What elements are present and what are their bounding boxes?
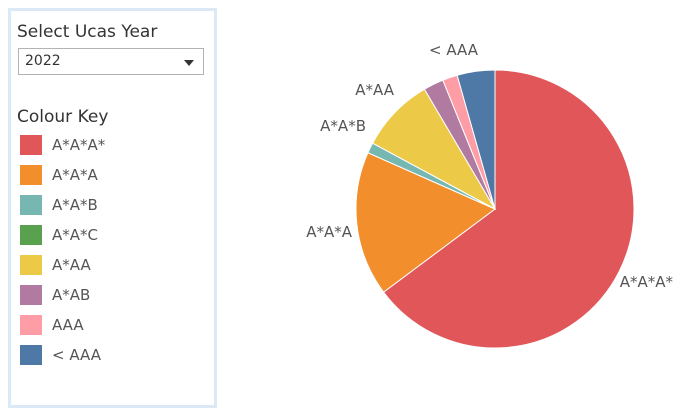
- legend-swatch: [20, 195, 42, 215]
- slice-label: A*A*A*: [620, 273, 674, 291]
- legend-label: A*A*A*: [52, 136, 106, 154]
- legend-swatch: [20, 135, 42, 155]
- slice-label: < AAA: [429, 41, 479, 59]
- legend-label: < AAA: [52, 346, 101, 364]
- slice-label: A*AA: [355, 81, 394, 99]
- pie-slice[interactable]: [456, 69, 496, 210]
- legend-swatch: [20, 315, 42, 335]
- legend-label: AAA: [52, 316, 84, 334]
- legend-label: A*AB: [52, 286, 91, 304]
- legend-label: A*A*C: [52, 226, 98, 244]
- legend-swatch: [20, 285, 42, 305]
- legend-swatch: [20, 345, 42, 365]
- colour-key-title: Colour Key: [17, 107, 109, 127]
- filter-panel: Select Ucas Year 2022 Colour Key A*A*A* A…: [8, 8, 217, 408]
- legend-label: A*A*B: [52, 196, 98, 214]
- year-select-value: 2022: [25, 53, 61, 69]
- chevron-down-icon[interactable]: [184, 60, 194, 66]
- legend-swatch: [20, 255, 42, 275]
- year-select[interactable]: 2022: [18, 48, 204, 75]
- legend-label: A*A*A: [52, 166, 98, 184]
- year-filter-title: Select Ucas Year: [17, 22, 158, 42]
- pie-slice[interactable]: [382, 69, 635, 349]
- legend-swatch: [20, 165, 42, 185]
- legend-label: A*AA: [52, 256, 91, 274]
- slice-label: A*A*B: [320, 117, 366, 135]
- slice-label: A*A*A: [306, 223, 353, 241]
- pie-slice[interactable]: [355, 152, 496, 293]
- legend-swatch: [20, 225, 42, 245]
